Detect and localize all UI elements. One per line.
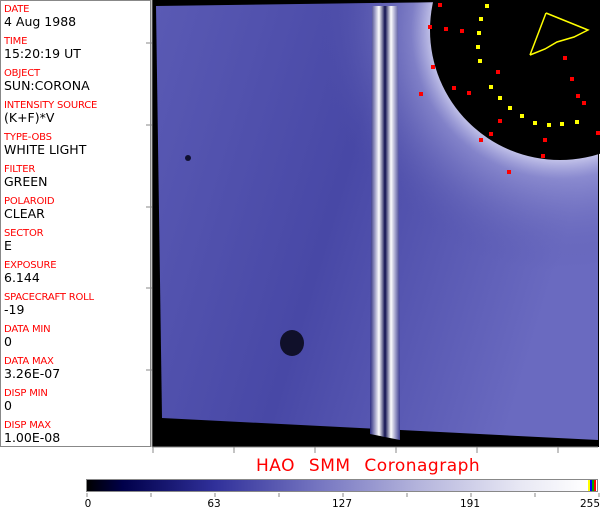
field-label: SPACECRAFT ROLL: [4, 292, 94, 303]
occulter-pylon: [370, 6, 400, 440]
overlay-marker-yellow: [520, 114, 524, 118]
field-label: POLAROID: [4, 196, 55, 207]
colorbar-tick-label: 255: [579, 498, 600, 510]
overlay-marker-yellow: [485, 4, 489, 8]
field-value: -19: [4, 302, 25, 317]
occulting-disk: [430, 0, 600, 160]
colorbar-tick-label: 127: [331, 498, 353, 510]
overlay-marker-yellow: [489, 85, 493, 89]
overlay-marker-red: [582, 101, 586, 105]
overlay-marker-red: [507, 170, 511, 174]
field-value: 0: [4, 334, 12, 349]
field-label: DISP MIN: [4, 388, 48, 399]
overlay-outline: [529, 12, 590, 56]
overlay-marker-red: [444, 27, 448, 31]
field-value: 1.00E-08: [4, 430, 61, 445]
overlay-marker-red: [498, 119, 502, 123]
colorbar-overlay-swatch: [590, 480, 592, 491]
overlay-marker-red: [431, 65, 435, 69]
field-label: TIME: [4, 36, 28, 47]
field-label: OBJECT: [4, 68, 40, 79]
field-label: FILTER: [4, 164, 36, 175]
colorbar-overlay-swatch: [592, 480, 594, 491]
overlay-marker-red: [419, 92, 423, 96]
overlay-marker-red: [570, 77, 574, 81]
overlay-marker-red: [460, 29, 464, 33]
colorbar-overlay-swatch: [594, 480, 596, 491]
instrument-title: HAO SMM Coronagraph: [256, 456, 481, 476]
field-value: GREEN: [4, 174, 48, 189]
overlay-marker-red: [479, 138, 483, 142]
overlay-marker-red: [452, 86, 456, 90]
overlay-marker-red: [496, 70, 500, 74]
overlay-marker-red: [563, 56, 567, 60]
colorbar-overlay-swatch: [588, 480, 590, 491]
overlay-marker-red: [576, 94, 580, 98]
colorbar-tick-label: 191: [459, 498, 481, 510]
field-label: TYPE-OBS: [4, 132, 52, 143]
overlay-marker-yellow: [547, 123, 551, 127]
header-info-panel: DATE 4 Aug 1988 TIME 15:20:19 UT OBJECT SUN:C…: [0, 0, 151, 447]
field-value: 4 Aug 1988: [4, 14, 77, 29]
colorbar-tick-label: 0: [84, 498, 92, 510]
field-value: 0: [4, 398, 12, 413]
field-label: EXPOSURE: [4, 260, 57, 271]
overlay-marker-red: [467, 91, 471, 95]
overlay-marker-red: [438, 3, 442, 7]
overlay-marker-yellow: [476, 45, 480, 49]
overlay-marker-yellow: [533, 121, 537, 125]
field-value: 3.26E-07: [4, 366, 61, 381]
overlay-marker-yellow: [575, 120, 579, 124]
overlay-marker-red: [543, 138, 547, 142]
field-label: SECTOR: [4, 228, 44, 239]
dust-spot: [280, 330, 304, 356]
colorbar: [86, 479, 598, 492]
overlay-marker-yellow: [498, 96, 502, 100]
overlay-marker-yellow: [478, 59, 482, 63]
overlay-marker-red: [596, 131, 600, 135]
field-value: WHITE LIGHT: [4, 142, 87, 157]
field-label: DATE: [4, 4, 30, 15]
field-label: INTENSITY SOURCE: [4, 100, 98, 111]
field-value: 15:20:19 UT: [4, 46, 81, 61]
overlay-marker-yellow: [560, 122, 564, 126]
overlay-marker-red: [428, 25, 432, 29]
field-value: 6.144: [4, 270, 40, 285]
field-value: E: [4, 238, 12, 253]
field-label: DATA MAX: [4, 356, 54, 367]
overlay-marker-yellow: [508, 106, 512, 110]
field-value: SUN:CORONA: [4, 78, 90, 93]
field-label: DATA MIN: [4, 324, 51, 335]
overlay-marker-red: [541, 154, 545, 158]
overlay-marker-yellow: [479, 17, 483, 21]
field-label: DISP MAX: [4, 420, 51, 431]
field-value: (K+F)*V: [4, 110, 55, 125]
colorbar-tick-label: 63: [207, 498, 221, 510]
field-value: CLEAR: [4, 206, 45, 221]
overlay-marker-red: [489, 132, 493, 136]
overlay-marker-yellow: [477, 31, 481, 35]
